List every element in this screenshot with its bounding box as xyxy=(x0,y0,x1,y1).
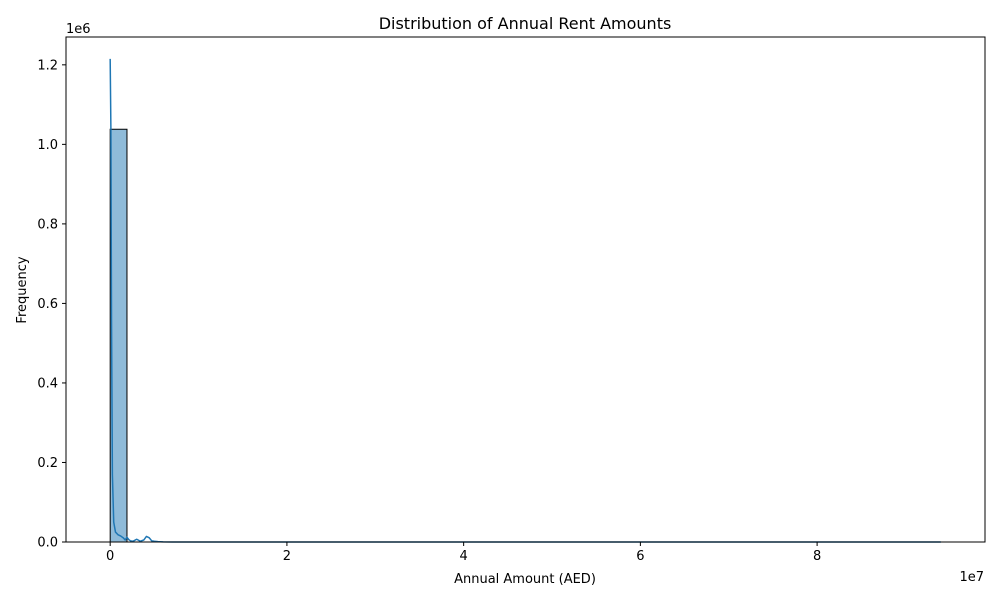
x-tick-label: 2 xyxy=(283,549,291,564)
y-tick-label: 1.2 xyxy=(37,58,58,73)
chart-title: Distribution of Annual Rent Amounts xyxy=(379,14,672,33)
x-axis-ticks: 0 2 4 6 8 xyxy=(106,542,821,564)
x-tick-label: 4 xyxy=(460,549,468,564)
y-tick-label: 0.0 xyxy=(37,536,58,551)
plot-frame xyxy=(65,36,986,543)
y-axis-label: Frequency xyxy=(15,256,30,323)
y-axis-ticks: 0.0 0.2 0.4 0.6 0.8 1.0 1.2 xyxy=(37,58,66,551)
x-tick-label: 6 xyxy=(636,549,644,564)
y-tick-label: 0.2 xyxy=(37,456,58,471)
x-tick-label: 0 xyxy=(106,549,114,564)
y-tick-label: 0.6 xyxy=(37,297,58,312)
y-tick-label: 0.4 xyxy=(37,376,58,391)
x-axis-offset-label: 1e7 xyxy=(959,570,984,585)
kde-line xyxy=(109,58,941,543)
x-axis-label: Annual Amount (AED) xyxy=(454,572,596,587)
y-tick-label: 0.8 xyxy=(37,217,58,232)
y-axis-offset-label: 1e6 xyxy=(66,22,91,37)
plot-area xyxy=(109,58,941,543)
y-tick-label: 1.0 xyxy=(37,138,58,153)
x-tick-label: 8 xyxy=(813,549,821,564)
